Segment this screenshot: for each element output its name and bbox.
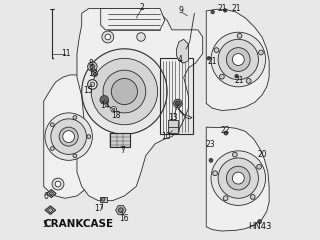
Circle shape — [211, 151, 266, 205]
Circle shape — [51, 123, 54, 127]
Polygon shape — [206, 127, 269, 231]
Circle shape — [55, 181, 61, 187]
Circle shape — [73, 115, 77, 119]
Circle shape — [227, 166, 250, 190]
Circle shape — [52, 178, 64, 190]
Text: 5: 5 — [43, 220, 47, 229]
Circle shape — [87, 135, 91, 138]
Text: 18: 18 — [88, 69, 98, 78]
Circle shape — [258, 220, 261, 223]
Bar — [100, 197, 107, 202]
Text: 16: 16 — [120, 214, 129, 223]
Circle shape — [218, 158, 259, 198]
Text: 15: 15 — [84, 86, 93, 95]
Text: 8: 8 — [88, 59, 93, 68]
Text: 21: 21 — [234, 76, 244, 85]
Text: 14: 14 — [100, 101, 110, 110]
Polygon shape — [101, 8, 165, 30]
Circle shape — [90, 64, 95, 69]
Circle shape — [63, 131, 75, 143]
Circle shape — [213, 171, 218, 176]
Circle shape — [93, 72, 96, 75]
Circle shape — [211, 32, 266, 87]
Circle shape — [100, 96, 108, 104]
Polygon shape — [77, 8, 203, 201]
Text: 13: 13 — [168, 113, 178, 122]
Circle shape — [224, 9, 227, 12]
Circle shape — [211, 10, 214, 14]
Bar — [160, 58, 193, 134]
Bar — [168, 120, 178, 133]
Circle shape — [111, 78, 138, 105]
Circle shape — [246, 78, 251, 83]
Circle shape — [209, 158, 213, 162]
Text: 11: 11 — [61, 49, 71, 58]
Text: 6: 6 — [44, 192, 49, 201]
Circle shape — [73, 154, 77, 158]
Text: 18: 18 — [111, 111, 121, 120]
Circle shape — [250, 195, 255, 199]
Circle shape — [173, 99, 182, 108]
Bar — [110, 133, 130, 147]
Circle shape — [51, 119, 86, 154]
Circle shape — [207, 57, 210, 60]
Text: 23: 23 — [205, 140, 215, 150]
Text: 21: 21 — [207, 57, 217, 66]
Polygon shape — [47, 208, 53, 213]
Circle shape — [103, 70, 146, 113]
Polygon shape — [47, 190, 56, 198]
Circle shape — [237, 33, 242, 38]
Polygon shape — [49, 192, 54, 196]
Circle shape — [105, 34, 111, 40]
Circle shape — [137, 33, 145, 41]
Circle shape — [232, 54, 244, 66]
Text: 2: 2 — [139, 3, 144, 12]
Text: 10: 10 — [161, 132, 171, 141]
Circle shape — [235, 74, 238, 78]
Text: 17: 17 — [94, 204, 104, 213]
Polygon shape — [206, 9, 269, 110]
Circle shape — [88, 62, 97, 71]
Circle shape — [92, 71, 98, 77]
Polygon shape — [45, 206, 56, 214]
Text: 20: 20 — [258, 150, 267, 159]
Circle shape — [111, 107, 116, 112]
Circle shape — [45, 113, 92, 160]
Circle shape — [90, 82, 95, 87]
Text: 4: 4 — [178, 55, 183, 65]
Circle shape — [218, 39, 259, 80]
Circle shape — [224, 131, 228, 135]
Circle shape — [232, 172, 244, 184]
Circle shape — [91, 58, 158, 125]
Circle shape — [113, 108, 115, 110]
Text: 21: 21 — [232, 4, 241, 12]
Circle shape — [220, 74, 224, 79]
Text: 9: 9 — [179, 6, 184, 15]
Circle shape — [59, 127, 78, 146]
Circle shape — [51, 147, 54, 150]
Circle shape — [214, 48, 219, 53]
Text: 21: 21 — [217, 4, 227, 12]
Polygon shape — [44, 75, 98, 198]
Circle shape — [257, 164, 261, 169]
Circle shape — [102, 31, 114, 43]
Text: CRANKCASE: CRANKCASE — [44, 219, 114, 229]
Text: HN43: HN43 — [248, 222, 271, 232]
Polygon shape — [177, 39, 188, 63]
Circle shape — [232, 152, 237, 157]
Circle shape — [175, 101, 180, 106]
Circle shape — [101, 197, 105, 201]
Circle shape — [88, 80, 97, 89]
Circle shape — [259, 50, 263, 55]
Text: 7: 7 — [121, 146, 125, 155]
Circle shape — [118, 208, 123, 212]
Circle shape — [82, 49, 167, 134]
Circle shape — [223, 196, 228, 201]
Text: 22: 22 — [220, 126, 229, 135]
Circle shape — [227, 48, 250, 71]
